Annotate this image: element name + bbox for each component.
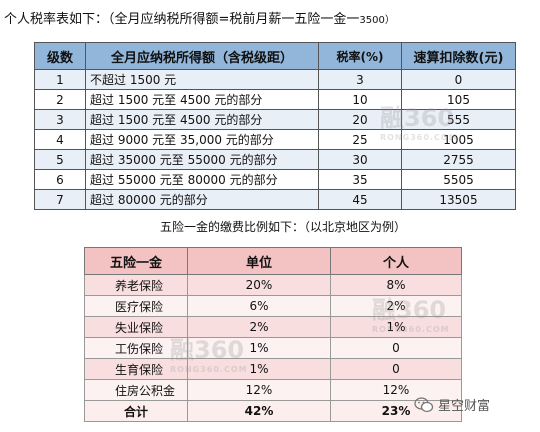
table-row: 养老保险 20% 8% [84, 274, 462, 296]
cell-employer: 2% [187, 316, 331, 338]
cell-rate: 45 [318, 189, 402, 210]
cell-deduction: 13505 [401, 189, 516, 210]
cell-personal: 8% [330, 274, 462, 296]
cell-employer: 12% [187, 379, 331, 401]
table-row: 5 超过 35000 元至 55000 元的部分 30 2755 [34, 149, 516, 170]
table-row: 住房公积金 12% 12% [84, 379, 462, 401]
cell-personal: 2% [330, 295, 462, 317]
cell-item: 养老保险 [84, 274, 188, 296]
cell-total-label: 合计 [84, 400, 188, 422]
table-row: 生育保险 1% 0 [84, 358, 462, 380]
cell-item: 生育保险 [84, 358, 188, 380]
cell-income: 超过 35000 元至 55000 元的部分 [85, 149, 319, 170]
cell-personal: 0 [330, 358, 462, 380]
cell-employer: 6% [187, 295, 331, 317]
table-row: 6 超过 55000 元至 80000 元的部分 35 5505 [34, 169, 516, 190]
cell-total-employer: 42% [187, 400, 331, 422]
cell-item: 失业保险 [84, 316, 188, 338]
cell-rate: 20 [318, 109, 402, 130]
table-row: 失业保险 2% 1% [84, 316, 462, 338]
table-row: 工伤保险 1% 0 [84, 337, 462, 359]
social-insurance-table: 五险一金 单位 个人 养老保险 20% 8% 医疗保险 6% 2% 失业保险 2… [84, 247, 462, 422]
header-deduction: 速算扣除数(元) [401, 42, 516, 70]
header-level: 级数 [34, 42, 86, 70]
cell-income: 超过 9000 元至 35,000 元的部分 [85, 129, 319, 150]
table-row: 2 超过 1500 元至 4500 元的部分 10 105 [34, 89, 516, 110]
header-item: 五险一金 [84, 247, 188, 275]
cell-deduction: 1005 [401, 129, 516, 150]
total-row: 合计 42% 23% [84, 400, 462, 422]
cell-deduction: 2755 [401, 149, 516, 170]
cell-income: 超过 80000 元的部分 [85, 189, 319, 210]
cell-income: 不超过 1500 元 [85, 69, 319, 90]
cell-level: 6 [34, 169, 86, 190]
header-income: 全月应纳税所得额（含税级距） [85, 42, 319, 70]
cell-employer: 1% [187, 358, 331, 380]
table-row: 医疗保险 6% 2% [84, 295, 462, 317]
cell-level: 1 [34, 69, 86, 90]
cell-personal: 1% [330, 316, 462, 338]
cell-rate: 10 [318, 89, 402, 110]
table-row: 1 不超过 1500 元 3 0 [34, 69, 516, 90]
cell-rate: 35 [318, 169, 402, 190]
cell-level: 2 [34, 89, 86, 110]
header-personal: 个人 [330, 247, 462, 275]
brand-name: 星空财富 [438, 399, 491, 414]
brand-badge: 星空财富 [414, 395, 490, 414]
cell-item: 住房公积金 [84, 379, 188, 401]
table-row: 3 超过 1500 元至 4500 元的部分 20 555 [34, 109, 516, 130]
wechat-icon [414, 396, 434, 413]
cell-level: 7 [34, 189, 86, 210]
cell-level: 4 [34, 129, 86, 150]
cell-income: 超过 55000 元至 80000 元的部分 [85, 169, 319, 190]
cell-deduction: 555 [401, 109, 516, 130]
cell-employer: 20% [187, 274, 331, 296]
cell-level: 5 [34, 149, 86, 170]
cell-income: 超过 1500 元至 4500 元的部分 [85, 89, 319, 110]
cell-income: 超过 1500 元至 4500 元的部分 [85, 109, 319, 130]
cell-item: 工伤保险 [84, 337, 188, 359]
header-employer: 单位 [187, 247, 331, 275]
cell-deduction: 5505 [401, 169, 516, 190]
cell-deduction: 105 [401, 89, 516, 110]
header-rate: 税率(%) [318, 42, 402, 70]
cell-deduction: 0 [401, 69, 516, 90]
cell-personal: 12% [330, 379, 462, 401]
cell-rate: 25 [318, 129, 402, 150]
cell-level: 3 [34, 109, 86, 130]
table-row: 7 超过 80000 元的部分 45 13505 [34, 189, 516, 210]
cell-item: 医疗保险 [84, 295, 188, 317]
table-row: 4 超过 9000 元至 35,000 元的部分 25 1005 [34, 129, 516, 150]
cell-rate: 30 [318, 149, 402, 170]
cell-employer: 1% [187, 337, 331, 359]
fund-table-title: 五险一金的缴费比例如下：（以北京地区为例） [160, 220, 407, 234]
cell-rate: 3 [318, 69, 402, 90]
cell-personal: 0 [330, 337, 462, 359]
tax-table-title: 个人税率表如下：（全月应纳税所得额=税前月薪一五险一金一3500） [4, 12, 395, 27]
tax-rate-table: 级数 全月应纳税所得额（含税级距） 税率(%) 速算扣除数(元) 1 不超过 1… [34, 42, 516, 210]
